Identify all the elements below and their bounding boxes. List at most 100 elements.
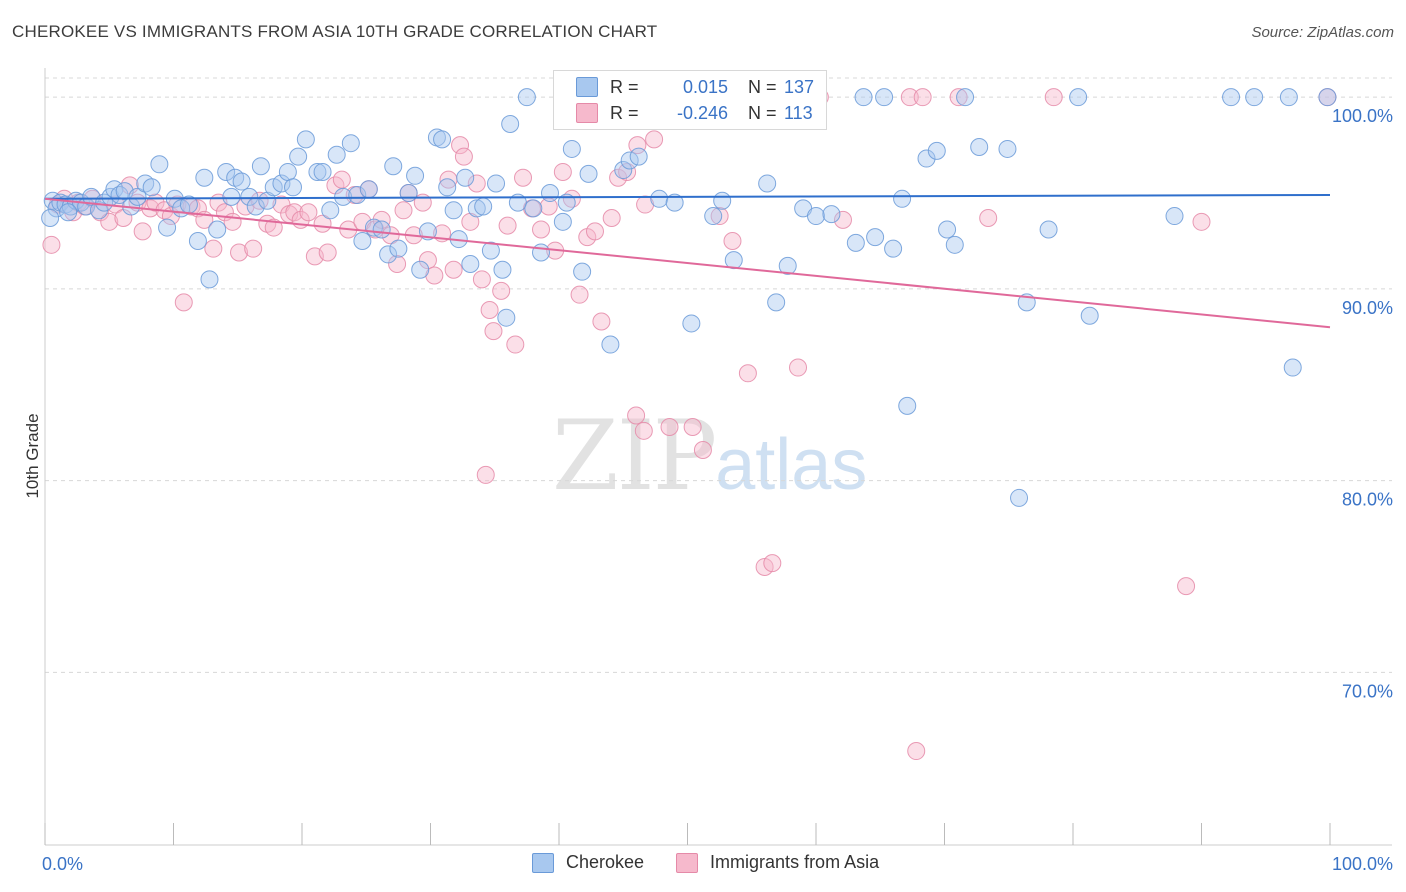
asia-point [789, 358, 808, 377]
legend-item-asia[interactable]: Immigrants from Asia [676, 852, 879, 873]
asia-point [388, 254, 407, 273]
asia-point [480, 301, 499, 320]
asia-point [42, 235, 61, 254]
cherokee-point [438, 178, 457, 197]
cherokee-point [456, 168, 475, 187]
asia-swatch [576, 103, 598, 123]
cherokee-point [208, 220, 227, 239]
cherokee-point [348, 185, 367, 204]
cherokee-point [359, 180, 378, 199]
asia-point [133, 222, 152, 241]
cherokee-point [614, 161, 633, 180]
cherokee-point [758, 174, 777, 193]
cherokee-point [998, 139, 1017, 158]
asia-point [484, 322, 503, 341]
cherokee-point [562, 139, 581, 158]
cherokee-point [524, 199, 543, 218]
cherokee-point [927, 141, 946, 160]
asia-point [913, 88, 932, 107]
y-axis-label: 10th Grade [23, 413, 42, 499]
asia-point [592, 312, 611, 331]
asia-point [949, 88, 968, 107]
cherokee-point [822, 205, 841, 224]
cherokee-point [353, 231, 372, 250]
cherokee-point [487, 174, 506, 193]
cherokee-point [251, 157, 270, 176]
asia-point [833, 210, 852, 229]
cherokee-point [938, 220, 957, 239]
asia-point [204, 239, 223, 258]
asia-point [299, 203, 318, 222]
cherokee-point [1069, 88, 1088, 107]
cherokee-point [1222, 88, 1241, 107]
cherokee-point [620, 151, 639, 170]
cherokee-point [389, 239, 408, 258]
asia-point [634, 421, 653, 440]
cherokee-point [313, 162, 332, 181]
y-tick-label: 100.0% [1332, 106, 1393, 126]
asia-point [318, 243, 337, 262]
asia-point [907, 742, 926, 761]
cherokee-point [1283, 358, 1302, 377]
asia-point [244, 239, 263, 258]
series-legend: Cherokee Immigrants from Asia [532, 852, 911, 873]
cherokee-point [384, 157, 403, 176]
asia-point [444, 260, 463, 279]
cherokee-point [1165, 207, 1184, 226]
cherokee-point [970, 138, 989, 157]
asia-point [532, 220, 551, 239]
cherokee-point [232, 172, 251, 191]
cherokee-point [682, 314, 701, 333]
asia-point [553, 162, 572, 181]
asia-point [602, 208, 621, 227]
y-tick-label: 70.0% [1342, 681, 1393, 701]
asia-point [900, 88, 919, 107]
n-value: 137 [784, 76, 815, 97]
cherokee-point [379, 245, 398, 264]
asia-point [660, 417, 679, 436]
asia-point [506, 335, 525, 354]
cherokee-point [884, 239, 903, 258]
asia-point [285, 203, 304, 222]
cherokee-point [650, 189, 669, 208]
cherokee-point [945, 235, 964, 254]
cherokee-point [875, 88, 894, 107]
legend-label-cherokee: Cherokee [566, 852, 645, 872]
cherokee-point [188, 231, 207, 250]
asia-point [627, 406, 646, 425]
r-label: R = [610, 76, 639, 97]
cherokee-point [917, 149, 936, 168]
cherokee-point [461, 254, 480, 273]
cherokee-trend-line [44, 193, 1331, 200]
asia-point [492, 281, 511, 300]
cherokee-point [150, 155, 169, 174]
cherokee-point [240, 187, 259, 206]
cherokee-point [573, 262, 592, 281]
asia-point [570, 285, 589, 304]
cherokee-point [59, 203, 78, 222]
asia-point [394, 201, 413, 220]
asia-point [1192, 212, 1211, 231]
n-label: N = [748, 76, 777, 97]
cherokee-point [713, 191, 732, 210]
asia-point [683, 417, 702, 436]
cherokee-point [399, 184, 418, 203]
x-tick-label: 0.0% [42, 854, 83, 874]
cherokee-point [1039, 220, 1058, 239]
asia-point [628, 136, 647, 155]
asia-point [979, 208, 998, 227]
cherokee-point [557, 193, 576, 212]
cherokee-point [222, 187, 241, 206]
legend-item-cherokee[interactable]: Cherokee [532, 852, 644, 873]
cherokee-point [497, 308, 516, 327]
asia-point [230, 243, 249, 262]
asia-point [585, 222, 604, 241]
cherokee-point [807, 207, 825, 226]
cherokee-point [128, 187, 147, 206]
cherokee-point [195, 168, 214, 187]
cherokee-point [1279, 88, 1298, 107]
cherokee-legend-swatch [532, 852, 554, 873]
cherokee-swatch [576, 77, 598, 97]
r-label: R = [610, 102, 639, 123]
